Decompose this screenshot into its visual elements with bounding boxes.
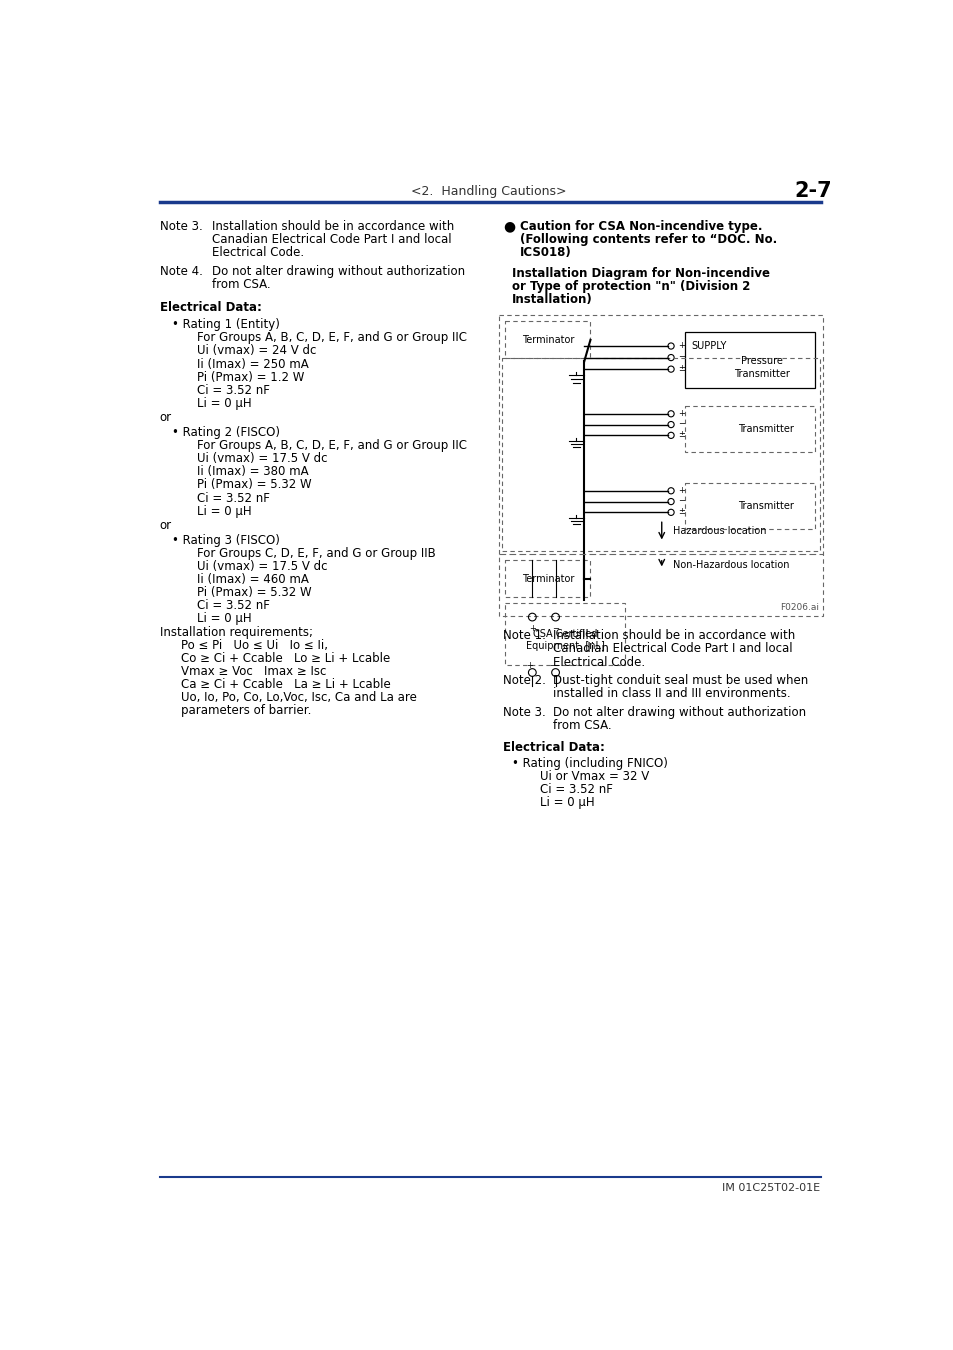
Text: CSA Certified: CSA Certified [533, 629, 597, 639]
Text: Electrical Code.: Electrical Code. [553, 656, 644, 668]
Text: Li = 0 μH: Li = 0 μH [196, 397, 251, 410]
Text: Pi (Pmax) = 5.32 W: Pi (Pmax) = 5.32 W [196, 478, 311, 491]
Text: Vmax ≥ Voc   Imax ≥ Isc: Vmax ≥ Voc Imax ≥ Isc [181, 664, 326, 678]
Text: Pressure: Pressure [740, 356, 781, 366]
Text: • Rating 2 (FISCO): • Rating 2 (FISCO) [172, 427, 279, 439]
Text: or: or [159, 412, 172, 424]
Bar [505, 560, 590, 597]
Text: Note 3.: Note 3. [159, 220, 202, 232]
Text: Installation Diagram for Non-incendive: Installation Diagram for Non-incendive [512, 267, 769, 279]
Bar [684, 406, 815, 452]
Text: from CSA.: from CSA. [553, 718, 611, 732]
Text: Installation should be in accordance with: Installation should be in accordance wit… [212, 220, 454, 232]
Text: (Following contents refer to “DOC. No.: (Following contents refer to “DOC. No. [519, 232, 777, 246]
Text: Terminator: Terminator [521, 574, 574, 583]
Text: Dust-tight conduit seal must be used when: Dust-tight conduit seal must be used whe… [553, 674, 807, 687]
Text: Non-Hazardous location: Non-Hazardous location [673, 560, 789, 570]
Bar [505, 321, 590, 358]
Text: • Rating (including FNICO): • Rating (including FNICO) [512, 757, 667, 771]
Text: +: + [678, 340, 684, 350]
Text: Caution for CSA Non-incendive type.: Caution for CSA Non-incendive type. [519, 220, 761, 232]
Text: Do not alter drawing without authorization: Do not alter drawing without authorizati… [553, 706, 805, 718]
Text: For Groups A, B, C, D, E, F, and G or Group IIC: For Groups A, B, C, D, E, F, and G or Gr… [196, 439, 466, 452]
Text: −: − [678, 352, 684, 362]
Text: Ui or Vmax = 32 V: Ui or Vmax = 32 V [539, 771, 649, 783]
Text: Ui (vmax) = 17.5 V dc: Ui (vmax) = 17.5 V dc [196, 452, 327, 466]
Text: SUPPLY: SUPPLY [691, 342, 726, 351]
Text: Ui (vmax) = 17.5 V dc: Ui (vmax) = 17.5 V dc [196, 560, 327, 574]
Text: Transmitter: Transmitter [737, 424, 793, 435]
Text: Do not alter drawing without authorization: Do not alter drawing without authorizati… [212, 265, 465, 278]
Text: Pi (Pmax) = 1.2 W: Pi (Pmax) = 1.2 W [196, 371, 304, 383]
Bar [684, 332, 815, 387]
Text: For Groups A, B, C, D, E, F, and G or Group IIC: For Groups A, B, C, D, E, F, and G or Gr… [196, 331, 466, 344]
Text: Ci = 3.52 nF: Ci = 3.52 nF [539, 783, 613, 796]
Text: Note 3.: Note 3. [502, 706, 545, 718]
Text: Transmitter: Transmitter [733, 369, 789, 379]
Text: ●: ● [502, 220, 515, 234]
Text: Li = 0 μH: Li = 0 μH [196, 613, 251, 625]
Text: Ca ≥ Ci + Ccable   La ≥ Li + Lcable: Ca ≥ Ci + Ccable La ≥ Li + Lcable [181, 678, 391, 691]
Text: Ci = 3.52 nF: Ci = 3.52 nF [196, 491, 270, 505]
Text: ICS018): ICS018) [519, 246, 571, 259]
Text: ±: ± [678, 508, 684, 516]
Text: +: + [525, 662, 533, 670]
Text: Installation): Installation) [512, 293, 593, 306]
Text: −: − [678, 497, 684, 505]
Text: −: − [678, 420, 684, 428]
Text: Ii (Imax) = 460 mA: Ii (Imax) = 460 mA [196, 574, 309, 586]
Text: ±: ± [678, 364, 684, 373]
Text: Uo, Io, Po, Co, Lo,Voc, Isc, Ca and La are: Uo, Io, Po, Co, Lo,Voc, Isc, Ca and La a… [181, 691, 416, 703]
Text: +: + [528, 624, 536, 633]
Text: Ii (Imax) = 250 mA: Ii (Imax) = 250 mA [196, 358, 308, 371]
Text: or: or [159, 520, 172, 532]
Text: Li = 0 μH: Li = 0 μH [196, 505, 251, 517]
Text: −: − [549, 662, 556, 670]
Text: from CSA.: from CSA. [212, 278, 271, 292]
Text: Canadian Electrical Code Part I and local: Canadian Electrical Code Part I and loca… [212, 232, 452, 246]
Bar [684, 483, 815, 529]
Text: Installation requirements;: Installation requirements; [159, 625, 313, 639]
Text: For Groups C, D, E, F, and G or Group IIB: For Groups C, D, E, F, and G or Group II… [196, 547, 435, 560]
Text: Electrical Data:: Electrical Data: [159, 301, 261, 313]
Text: IM 01C25T02-01E: IM 01C25T02-01E [721, 1184, 820, 1193]
Text: Canadian Electrical Code Part I and local: Canadian Electrical Code Part I and loca… [553, 643, 792, 656]
Text: Note 2.: Note 2. [502, 674, 545, 687]
Text: Co ≥ Ci + Ccable   Lo ≥ Li + Lcable: Co ≥ Ci + Ccable Lo ≥ Li + Lcable [181, 652, 390, 664]
Text: +: + [678, 486, 684, 494]
Text: • Rating 3 (FISCO): • Rating 3 (FISCO) [172, 533, 279, 547]
Text: Li = 0 μH: Li = 0 μH [539, 796, 594, 810]
Text: Electrical Data:: Electrical Data: [502, 741, 604, 755]
Text: Note 1.: Note 1. [502, 629, 545, 643]
Text: Hazardous location: Hazardous location [673, 526, 766, 536]
Text: installed in class II and III environments.: installed in class II and III environmen… [553, 687, 790, 701]
Text: <2.  Handling Cautions>: <2. Handling Cautions> [411, 185, 566, 197]
Bar [505, 603, 624, 664]
Text: Ci = 3.52 nF: Ci = 3.52 nF [196, 383, 270, 397]
Text: or Type of protection "n" (Division 2: or Type of protection "n" (Division 2 [512, 279, 750, 293]
Text: Installation should be in accordance with: Installation should be in accordance wit… [553, 629, 795, 643]
Text: Pi (Pmax) = 5.32 W: Pi (Pmax) = 5.32 W [196, 586, 311, 599]
Text: • Rating 1 (Entity): • Rating 1 (Entity) [172, 319, 279, 331]
Text: Note 4.: Note 4. [159, 265, 202, 278]
Text: +: + [678, 409, 684, 417]
Text: −: − [552, 624, 558, 633]
Text: Equipment  [nL]: Equipment [nL] [525, 641, 604, 651]
Text: Po ≤ Pi   Uo ≤ Ui   Io ≤ Ii,: Po ≤ Pi Uo ≤ Ui Io ≤ Ii, [181, 639, 328, 652]
Text: Ui (vmax) = 24 V dc: Ui (vmax) = 24 V dc [196, 344, 315, 358]
Text: F0206.ai: F0206.ai [780, 602, 819, 612]
Text: Ii (Imax) = 380 mA: Ii (Imax) = 380 mA [196, 466, 308, 478]
Text: Terminator: Terminator [521, 335, 574, 344]
Text: Transmitter: Transmitter [737, 501, 793, 512]
Text: 2-7: 2-7 [794, 181, 831, 201]
Bar [501, 358, 819, 551]
Bar [498, 316, 822, 616]
Text: Electrical Code.: Electrical Code. [212, 246, 304, 259]
Text: parameters of barrier.: parameters of barrier. [181, 705, 312, 717]
Text: ±: ± [678, 431, 684, 439]
Text: Ci = 3.52 nF: Ci = 3.52 nF [196, 599, 270, 613]
